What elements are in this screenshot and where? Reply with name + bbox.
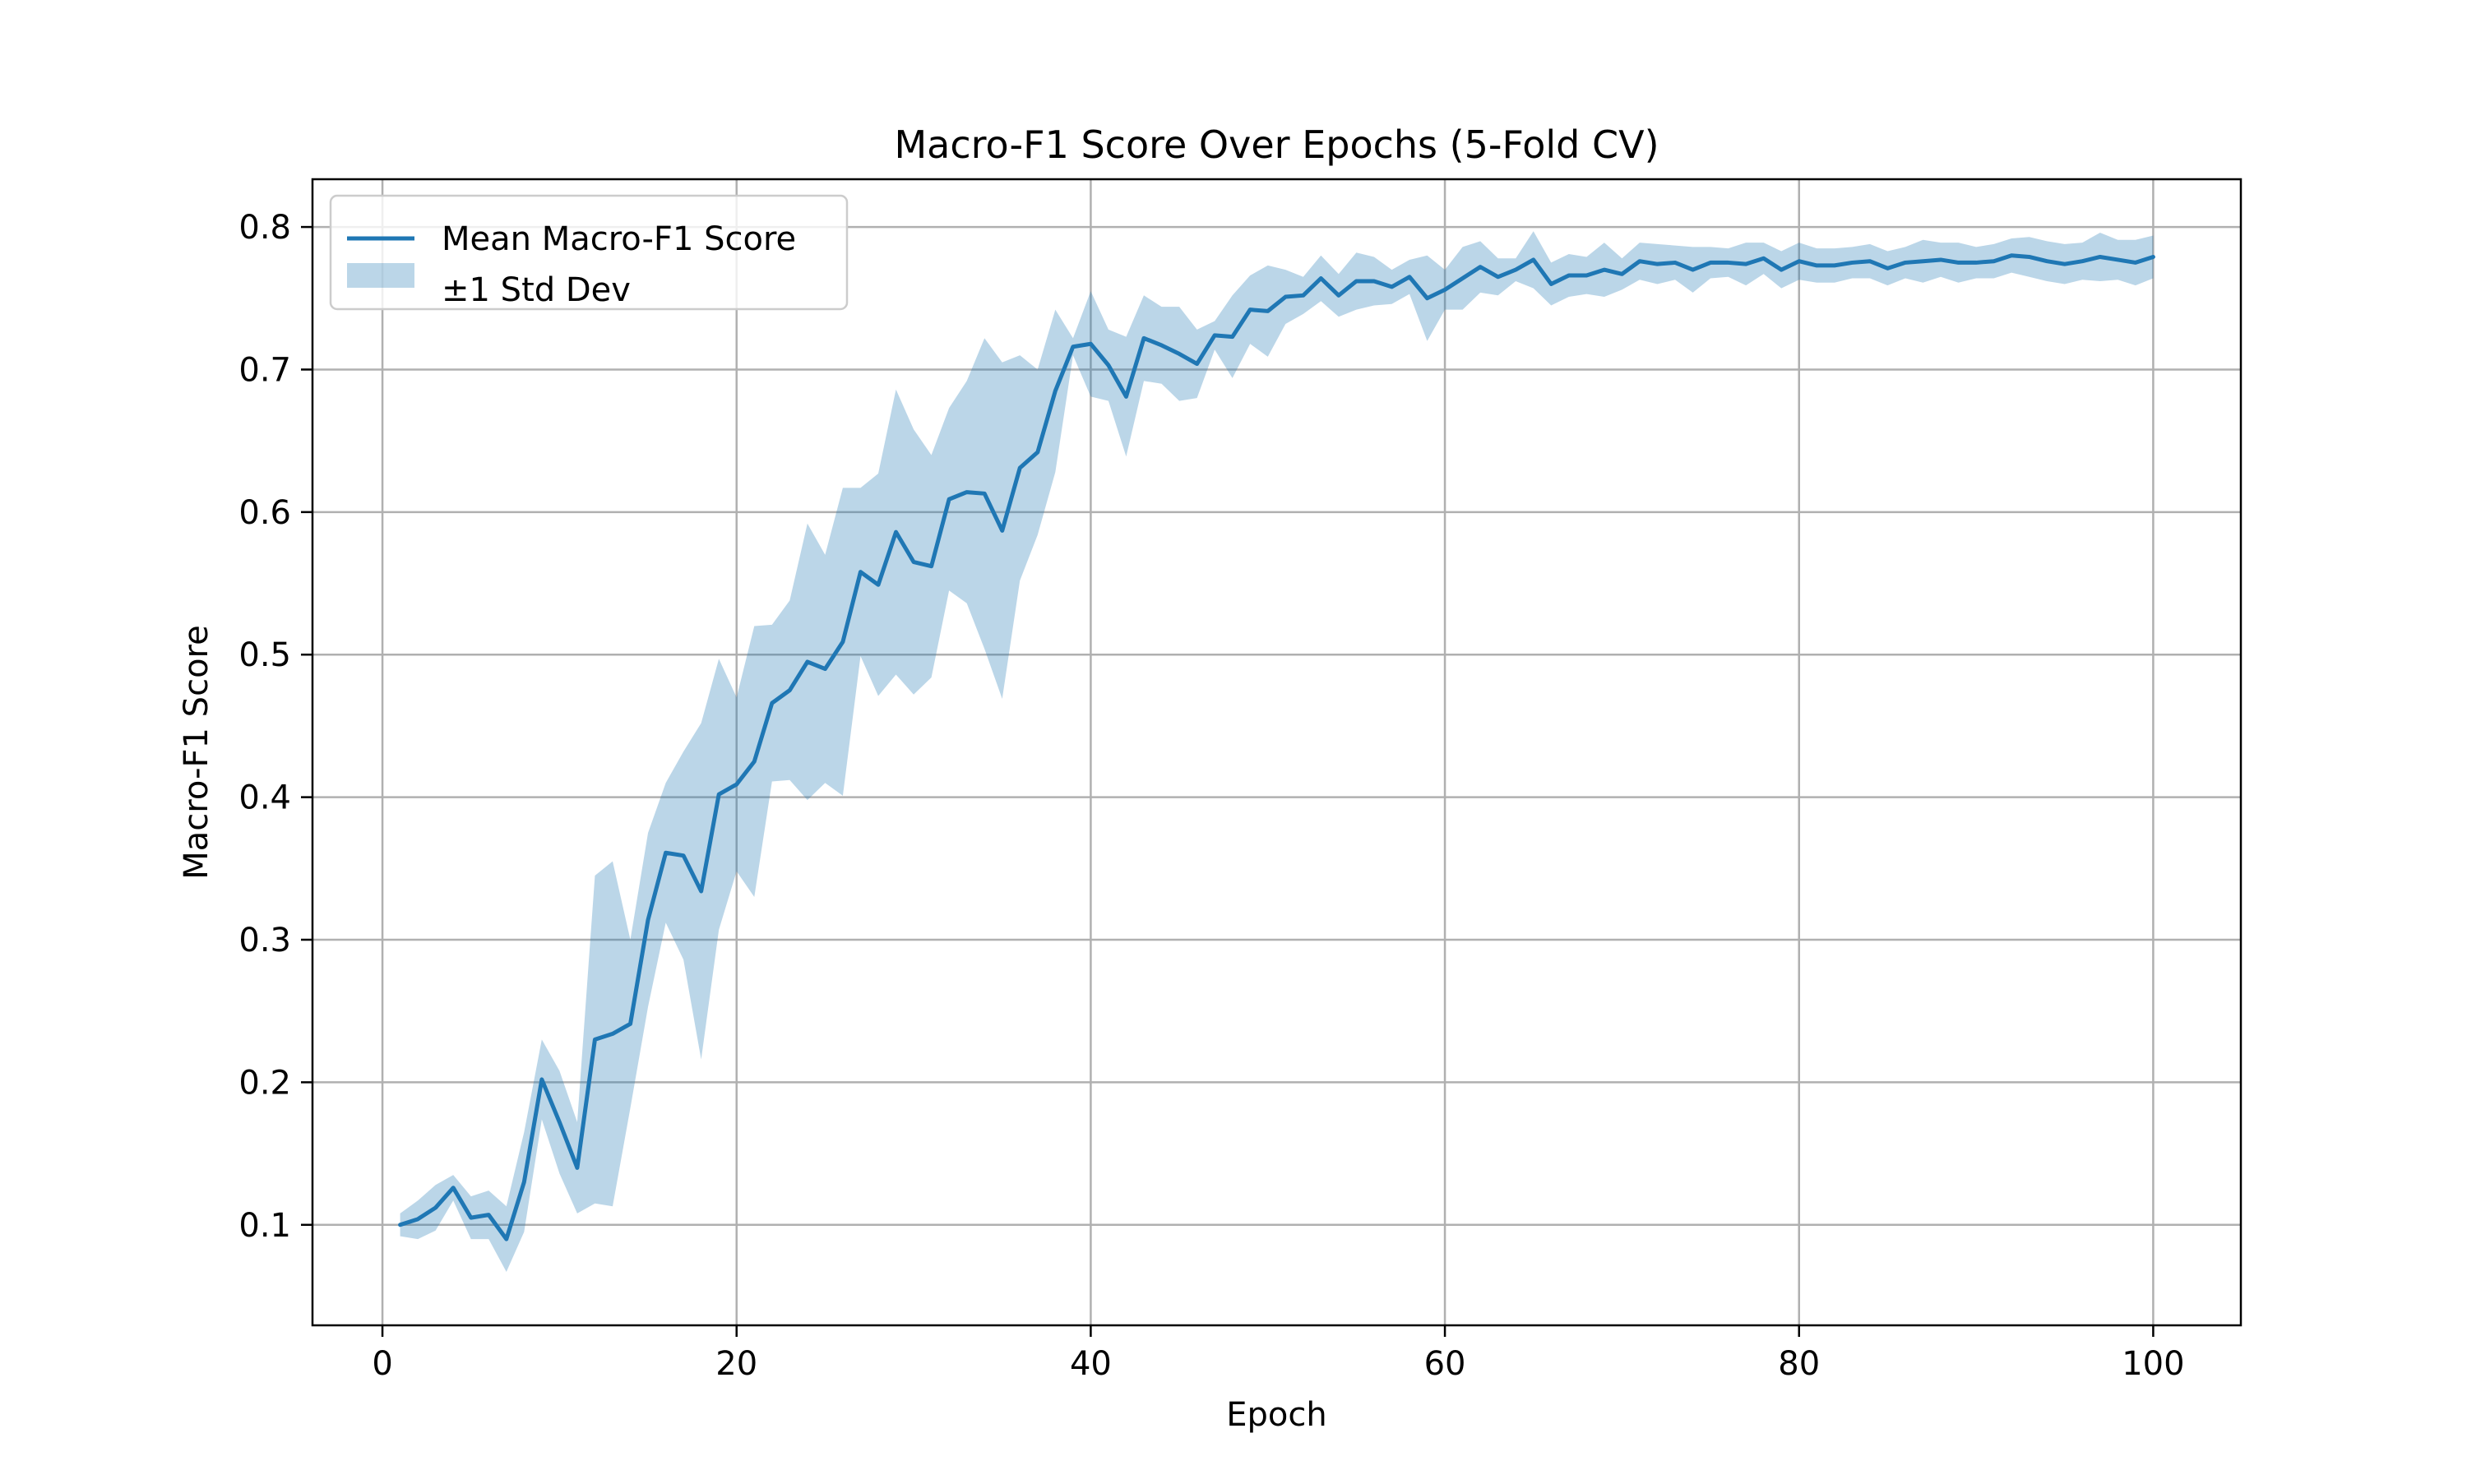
y-tick-label: 0.6 [238, 494, 291, 532]
y-tick-label: 0.1 [238, 1207, 291, 1245]
x-tick-label: 40 [1070, 1345, 1112, 1383]
y-tick-label: 0.8 [238, 209, 291, 247]
x-tick-label: 0 [372, 1345, 392, 1383]
chart-title: Macro-F1 Score Over Epochs (5-Fold CV) [894, 123, 1659, 167]
y-tick-label: 0.3 [238, 922, 291, 959]
y-tick-label: 0.5 [238, 636, 291, 674]
mean-line-layer [398, 253, 2155, 1241]
y-tick-label: 0.4 [238, 779, 291, 817]
legend-label-std: ±1 Std Dev [442, 271, 631, 309]
x-tick-label: 100 [2122, 1345, 2184, 1383]
grid-layer [312, 179, 2241, 1325]
plot-frame [311, 178, 2243, 1327]
y-axis-label: Macro-F1 Score [178, 625, 215, 879]
y-tick-label: 0.2 [238, 1064, 291, 1102]
legend-box [329, 194, 849, 311]
legend-swatch-std-band [347, 263, 414, 288]
legend-label-mean: Mean Macro-F1 Score [442, 220, 796, 258]
x-axis-label: Epoch [1226, 1396, 1326, 1434]
x-tick-label: 80 [1778, 1345, 1820, 1383]
x-tick-label: 60 [1424, 1345, 1466, 1383]
mean-macro-f1-line [398, 253, 2155, 1241]
legend: Mean Macro-F1 Score ±1 Std Dev [329, 194, 849, 311]
x-tick-label: 20 [715, 1345, 757, 1383]
y-tick-label: 0.7 [238, 351, 291, 389]
tick-layer: 0 20 40 60 80 100 0.1 0.2 0.3 0.4 0.5 0.6 0.7 0.8 [238, 209, 2184, 1383]
